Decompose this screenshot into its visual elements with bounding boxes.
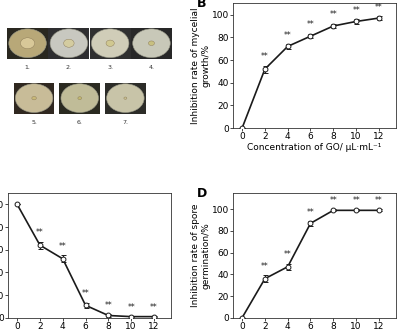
Text: 6.: 6. bbox=[77, 120, 83, 125]
Circle shape bbox=[64, 39, 74, 47]
Circle shape bbox=[92, 29, 129, 58]
Text: 4.: 4. bbox=[148, 65, 154, 70]
Bar bbox=[48, 28, 89, 59]
Text: **: ** bbox=[261, 262, 269, 271]
Text: **: ** bbox=[261, 52, 269, 61]
Text: 5.: 5. bbox=[31, 120, 37, 125]
Text: **: ** bbox=[375, 196, 383, 205]
Circle shape bbox=[15, 84, 53, 113]
Text: D: D bbox=[197, 187, 207, 200]
Text: **: ** bbox=[330, 196, 337, 205]
Text: **: ** bbox=[330, 10, 337, 19]
Bar bbox=[14, 82, 54, 114]
Text: **: ** bbox=[375, 3, 383, 12]
Circle shape bbox=[133, 29, 170, 58]
X-axis label: Concentration of GO/ μL·mL⁻¹: Concentration of GO/ μL·mL⁻¹ bbox=[247, 143, 382, 152]
Circle shape bbox=[50, 29, 88, 58]
Text: **: ** bbox=[82, 290, 89, 299]
Text: **: ** bbox=[284, 250, 292, 259]
Circle shape bbox=[107, 84, 144, 113]
Text: **: ** bbox=[59, 242, 66, 251]
Bar bbox=[59, 82, 100, 114]
Circle shape bbox=[78, 97, 82, 100]
Circle shape bbox=[61, 84, 98, 113]
Text: **: ** bbox=[352, 6, 360, 15]
Bar bbox=[7, 28, 48, 59]
Bar bbox=[90, 28, 130, 59]
Text: **: ** bbox=[307, 208, 314, 217]
Bar bbox=[105, 82, 146, 114]
Circle shape bbox=[106, 40, 114, 46]
Text: **: ** bbox=[307, 21, 314, 29]
Text: B: B bbox=[197, 0, 207, 10]
Text: 1.: 1. bbox=[25, 65, 30, 70]
Text: **: ** bbox=[284, 30, 292, 40]
Circle shape bbox=[9, 29, 46, 58]
Text: 3.: 3. bbox=[107, 65, 113, 70]
Text: 7.: 7. bbox=[122, 120, 128, 125]
Circle shape bbox=[148, 41, 154, 46]
Text: **: ** bbox=[352, 196, 360, 205]
Circle shape bbox=[20, 38, 35, 49]
Bar bbox=[131, 28, 172, 59]
Text: **: ** bbox=[150, 303, 158, 311]
Circle shape bbox=[124, 97, 127, 99]
Text: A: A bbox=[8, 0, 18, 1]
Text: **: ** bbox=[127, 303, 135, 311]
Y-axis label: Inhibition rate of spore
germination/%: Inhibition rate of spore germination/% bbox=[191, 204, 210, 307]
Text: 2.: 2. bbox=[66, 65, 72, 70]
Circle shape bbox=[32, 96, 36, 100]
Y-axis label: Inhibition rate of mycelial
growth/%: Inhibition rate of mycelial growth/% bbox=[191, 7, 210, 124]
Text: **: ** bbox=[36, 228, 44, 237]
Text: **: ** bbox=[104, 301, 112, 310]
